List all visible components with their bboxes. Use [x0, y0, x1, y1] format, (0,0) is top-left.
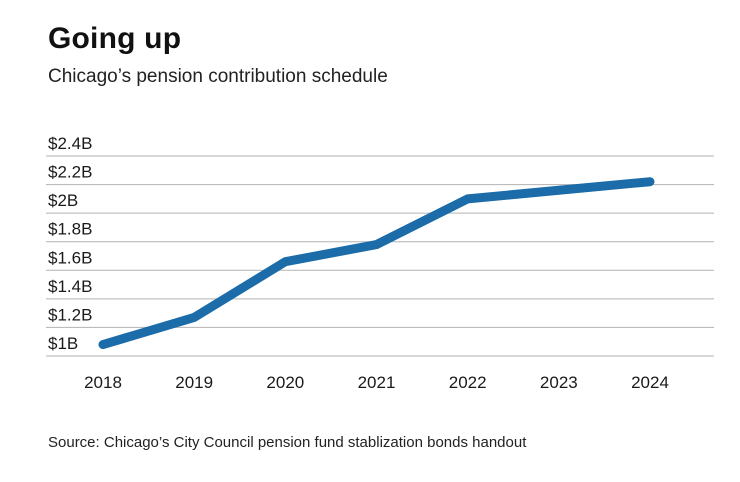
chart-subtitle: Chicago’s pension contribution schedule	[48, 66, 388, 87]
plot-area: $1B $1.2B $1.4B $1.6B $1.8B $2B $2.2B $2.4B 2018…	[0, 128, 740, 428]
y-tick-label: $1.2B	[48, 305, 92, 324]
x-tick-label: 2019	[175, 373, 213, 392]
x-tick-label: 2021	[358, 373, 396, 392]
chart-title: Going up	[48, 22, 182, 55]
y-tick-label: $1.8B	[48, 220, 92, 239]
x-tick-label: 2022	[449, 373, 487, 392]
y-tick-label: $2B	[48, 191, 78, 210]
y-tick-label: $2.4B	[48, 134, 92, 153]
x-tick-label: 2018	[84, 373, 122, 392]
x-tick-label: 2023	[540, 373, 578, 392]
data-line	[98, 177, 655, 350]
source-note: Source: Chicago’s City Council pension f…	[48, 434, 527, 451]
y-tick-label: $1B	[48, 334, 78, 353]
y-tick-label: $1.4B	[48, 277, 92, 296]
x-tick-label: 2020	[266, 373, 304, 392]
x-tick-label: 2024	[631, 373, 669, 392]
y-tick-label: $2.2B	[48, 163, 92, 182]
y-tick-label: $1.6B	[48, 248, 92, 267]
line-chart: $1B $1.2B $1.4B $1.6B $1.8B $2B $2.2B $2.4B 2018…	[46, 134, 714, 392]
